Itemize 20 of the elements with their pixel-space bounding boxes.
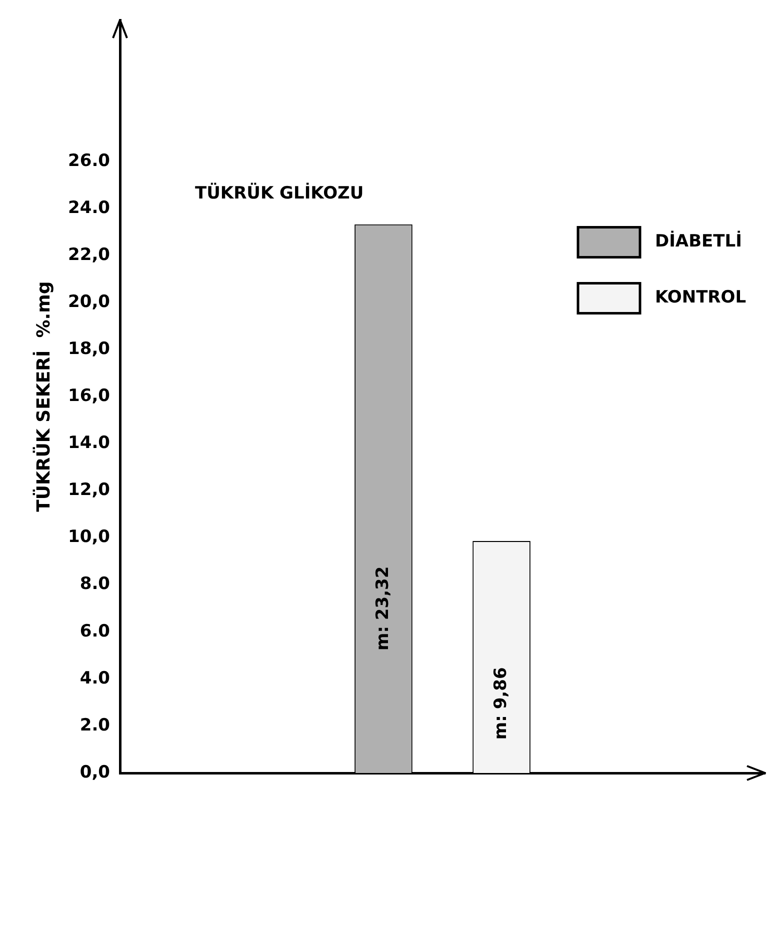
y-axis-title: TÜKRÜK SEKERİ %.mg <box>32 281 54 512</box>
y-tick-label: 24.0 <box>68 198 110 218</box>
y-tick-label: 12,0 <box>68 480 110 500</box>
y-tick-label: 6.0 <box>80 621 110 642</box>
y-tick-label: 16,0 <box>68 386 110 406</box>
legend-label: KONTROL <box>655 288 746 308</box>
y-tick-label: 18,0 <box>68 338 110 359</box>
y-tick-label: 26.0 <box>68 150 110 171</box>
legend-label: DİABETLİ <box>655 230 742 252</box>
y-tick-label: 20,0 <box>68 292 110 312</box>
data-label: m: 23,32 <box>372 566 393 651</box>
y-tick-label: 10,0 <box>68 527 110 548</box>
data-label: m: 9,86 <box>490 667 511 740</box>
y-tick-label: 4.0 <box>80 668 110 688</box>
y-tick-label: 8.0 <box>80 574 110 594</box>
y-tick-label: 0,0 <box>80 762 110 782</box>
text: TÜKRÜK GLİKOZU <box>195 182 364 204</box>
y-tick-label: 2.0 <box>80 715 110 736</box>
y-tick-label: 14.0 <box>68 433 110 454</box>
y-tick-label: 22,0 <box>68 244 110 265</box>
